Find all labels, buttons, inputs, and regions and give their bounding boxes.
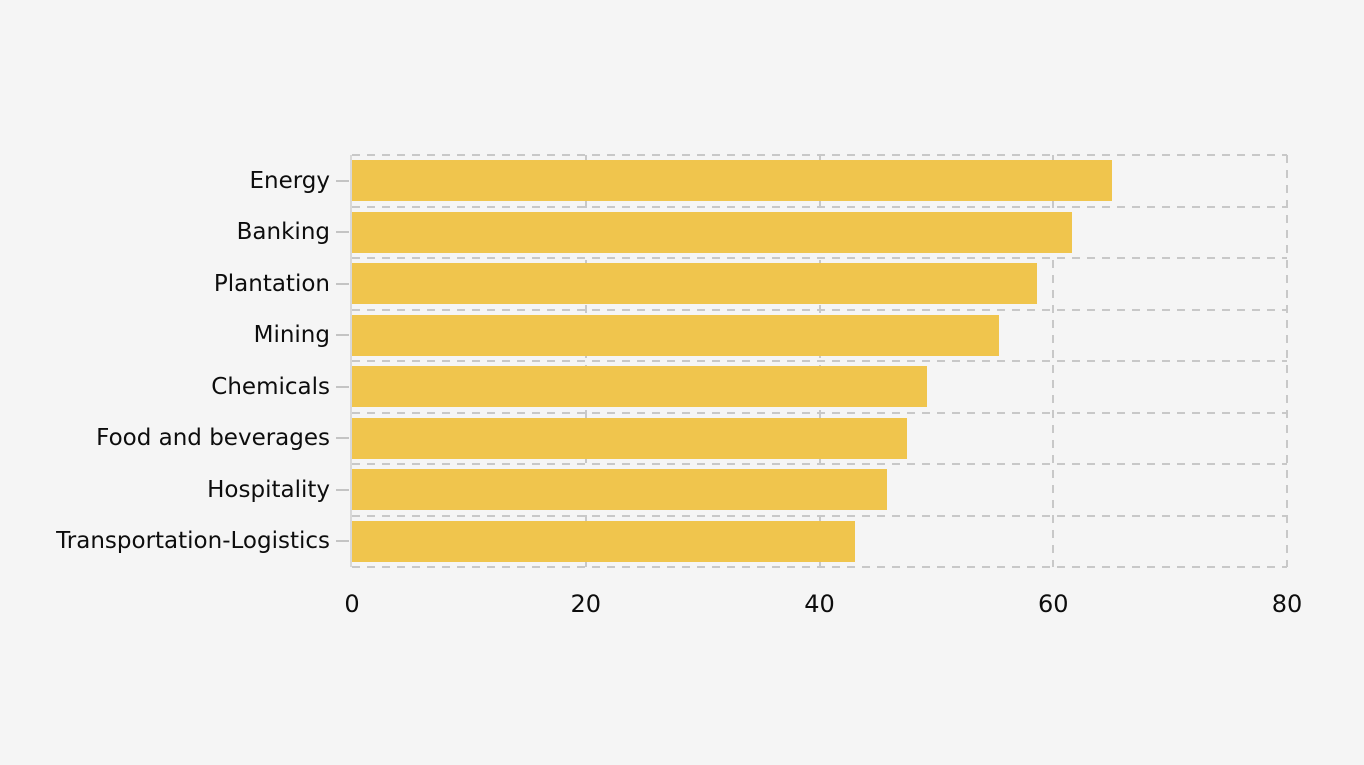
category-label: Energy xyxy=(249,167,330,194)
bar xyxy=(352,417,908,459)
bar xyxy=(352,314,1000,356)
y-tick-mark xyxy=(336,437,349,440)
v-gridline xyxy=(1286,155,1288,567)
bar xyxy=(352,211,1072,253)
bar xyxy=(352,263,1037,305)
x-tick-label: 20 xyxy=(570,590,602,618)
v-gridline xyxy=(1052,155,1055,567)
y-axis-line xyxy=(350,155,352,567)
category-label: Food and beverages xyxy=(96,425,330,452)
category-label: Hospitality xyxy=(207,476,330,503)
bar xyxy=(352,469,888,511)
y-tick-mark xyxy=(336,282,349,285)
y-tick-mark xyxy=(336,540,349,543)
category-label: Banking xyxy=(236,219,330,246)
y-tick-mark xyxy=(336,488,349,491)
plot-area xyxy=(352,154,1288,568)
v-gridline xyxy=(584,155,587,567)
category-label: Mining xyxy=(253,322,330,349)
x-tick-label: 0 xyxy=(344,590,360,618)
x-tick-label: 60 xyxy=(1037,590,1069,618)
x-tick-label: 40 xyxy=(804,590,835,618)
h-gridline xyxy=(352,566,1287,568)
bar xyxy=(352,520,855,562)
category-label: Chemicals xyxy=(211,373,330,400)
bar xyxy=(352,366,928,408)
bar xyxy=(352,160,1112,202)
y-tick-mark xyxy=(336,385,349,388)
x-tick-label: 80 xyxy=(1271,590,1303,618)
y-tick-mark xyxy=(336,334,349,337)
y-tick-mark xyxy=(336,179,349,182)
v-gridline xyxy=(818,155,821,567)
y-tick-mark xyxy=(336,231,349,234)
category-label: Transportation-Logistics xyxy=(56,528,330,555)
category-label: Plantation xyxy=(213,270,330,297)
